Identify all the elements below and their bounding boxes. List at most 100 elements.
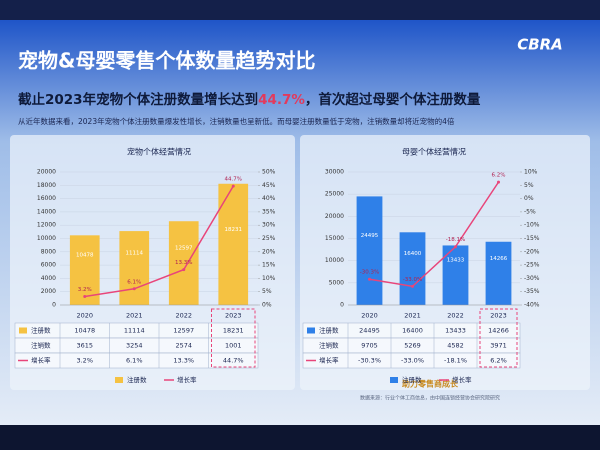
y-tick-label: 2000 <box>41 288 56 295</box>
y2-tick-label: 30% <box>262 222 276 229</box>
table-value: 13.3% <box>173 357 194 365</box>
table-value: 5269 <box>404 342 421 350</box>
growth-label: 6.1% <box>127 279 141 285</box>
x-tick-label: 2020 <box>361 312 378 320</box>
y-tick-label: 16000 <box>37 195 56 202</box>
growth-point <box>497 180 500 184</box>
bar <box>218 183 249 305</box>
y2-tick-label: 40% <box>262 195 276 202</box>
row-label: 注册数 <box>319 326 339 335</box>
bar <box>485 241 512 305</box>
legend-label: 注册数 <box>402 375 422 384</box>
y-tick-label: 20000 <box>37 169 56 176</box>
table-value: 6.2% <box>490 357 507 365</box>
y-tick-label: 18000 <box>37 182 56 189</box>
row-label: 增长率 <box>31 356 51 365</box>
table-value: 10478 <box>74 327 95 335</box>
growth-point <box>368 277 371 281</box>
row-label: 注销数 <box>319 341 339 350</box>
table-row <box>14 352 259 369</box>
table-value: 4582 <box>447 342 464 350</box>
growth-label: -18.1% <box>446 237 465 243</box>
x-tick-label: 2022 <box>175 312 192 320</box>
bar-label: 18231 <box>225 227 243 233</box>
y-tick-label: 0 <box>340 302 344 309</box>
legend-label: 注册数 <box>127 375 147 384</box>
legend-label: 增长率 <box>177 375 197 384</box>
table-value: 12597 <box>173 327 194 335</box>
y-tick-label: 10000 <box>37 235 56 242</box>
x-tick-label: 2023 <box>225 312 242 320</box>
table-value: 2574 <box>175 342 192 350</box>
top-band <box>0 0 600 20</box>
table-value: 44.7% <box>223 357 244 365</box>
y2-tick-label: -20% <box>524 248 540 255</box>
y2-tick-label: 35% <box>262 208 276 215</box>
table-value: 1001 <box>225 342 242 350</box>
growth-label: 6.2% <box>492 173 506 179</box>
y2-tick-label: -35% <box>524 288 540 295</box>
legend-swatch <box>390 377 398 383</box>
bar-label: 12597 <box>175 246 193 252</box>
y2-tick-label: 10% <box>524 169 538 176</box>
table-value: 6.1% <box>126 357 143 365</box>
x-tick-label: 2021 <box>404 312 421 320</box>
growth-point <box>83 294 87 298</box>
chart-title: 母婴个体经营情况 <box>402 147 466 157</box>
y2-tick-label: 50% <box>262 169 276 176</box>
table-value: -33.0% <box>401 357 424 365</box>
bar-label: 10478 <box>76 253 94 259</box>
bar <box>119 231 150 305</box>
y-tick-label: 30000 <box>325 169 344 176</box>
table-value: 3971 <box>490 342 507 350</box>
table-value: 16400 <box>402 327 423 335</box>
y2-tick-label: 15% <box>262 262 276 269</box>
bar <box>69 235 100 305</box>
highlight-box <box>211 308 256 368</box>
row-label: 注册数 <box>31 326 51 335</box>
y2-tick-label: -10% <box>524 222 540 229</box>
headline-highlight: 44.7% <box>258 92 305 108</box>
table-value: 18231 <box>223 327 244 335</box>
y-tick-label: 0 <box>52 302 56 309</box>
table-value: -30.3% <box>358 357 381 365</box>
bar <box>399 232 426 305</box>
table-value: 11114 <box>124 327 145 335</box>
table-value: 3254 <box>126 342 143 350</box>
chart-title: 宠物个体经营情况 <box>127 147 191 157</box>
y2-tick-label: -30% <box>524 275 540 282</box>
bar-label: 16400 <box>404 251 422 257</box>
growth-label: 3.2% <box>78 287 92 293</box>
source-note: 数据来源：行业个体工商信息，由中国连锁经营协会研究院研究 <box>360 395 500 402</box>
y-tick-label: 14000 <box>37 208 56 215</box>
x-tick-label: 2023 <box>490 312 507 320</box>
growth-line <box>84 185 234 298</box>
y2-tick-label: 0% <box>524 195 534 202</box>
y-tick-label: 25000 <box>325 191 344 198</box>
growth-line <box>369 181 500 288</box>
headline: 截止2023年宠物个体注册数量增长达到44.7%，首次超过母婴个体注册数量 <box>18 91 481 108</box>
headline-text: ，首次超过母婴个体注册数量 <box>305 91 481 108</box>
y-tick-label: 15000 <box>325 235 344 242</box>
row-label: 增长率 <box>319 356 339 365</box>
y2-tick-label: 20% <box>262 248 276 255</box>
bar-label: 11114 <box>126 251 144 257</box>
table-value: 13433 <box>445 327 466 335</box>
bar <box>356 196 383 305</box>
growth-label: -30.3% <box>360 270 379 276</box>
legend-swatch <box>115 377 123 383</box>
slide-title: 宠物&母婴零售个体数量趋势对比 <box>18 49 315 73</box>
row-swatch <box>307 327 315 334</box>
growth-point <box>182 268 186 272</box>
table-value: 14266 <box>488 327 509 335</box>
table-value: -18.1% <box>444 357 467 365</box>
slogan: 助力零售商成长 <box>402 379 459 389</box>
table-row <box>302 352 521 369</box>
headline-text: 截止2023年宠物个体注册数量增长达到 <box>18 91 258 108</box>
y-tick-label: 6000 <box>41 262 56 269</box>
legend-label: 增长率 <box>452 375 472 384</box>
y2-tick-label: 10% <box>262 275 276 282</box>
x-tick-label: 2022 <box>447 312 464 320</box>
